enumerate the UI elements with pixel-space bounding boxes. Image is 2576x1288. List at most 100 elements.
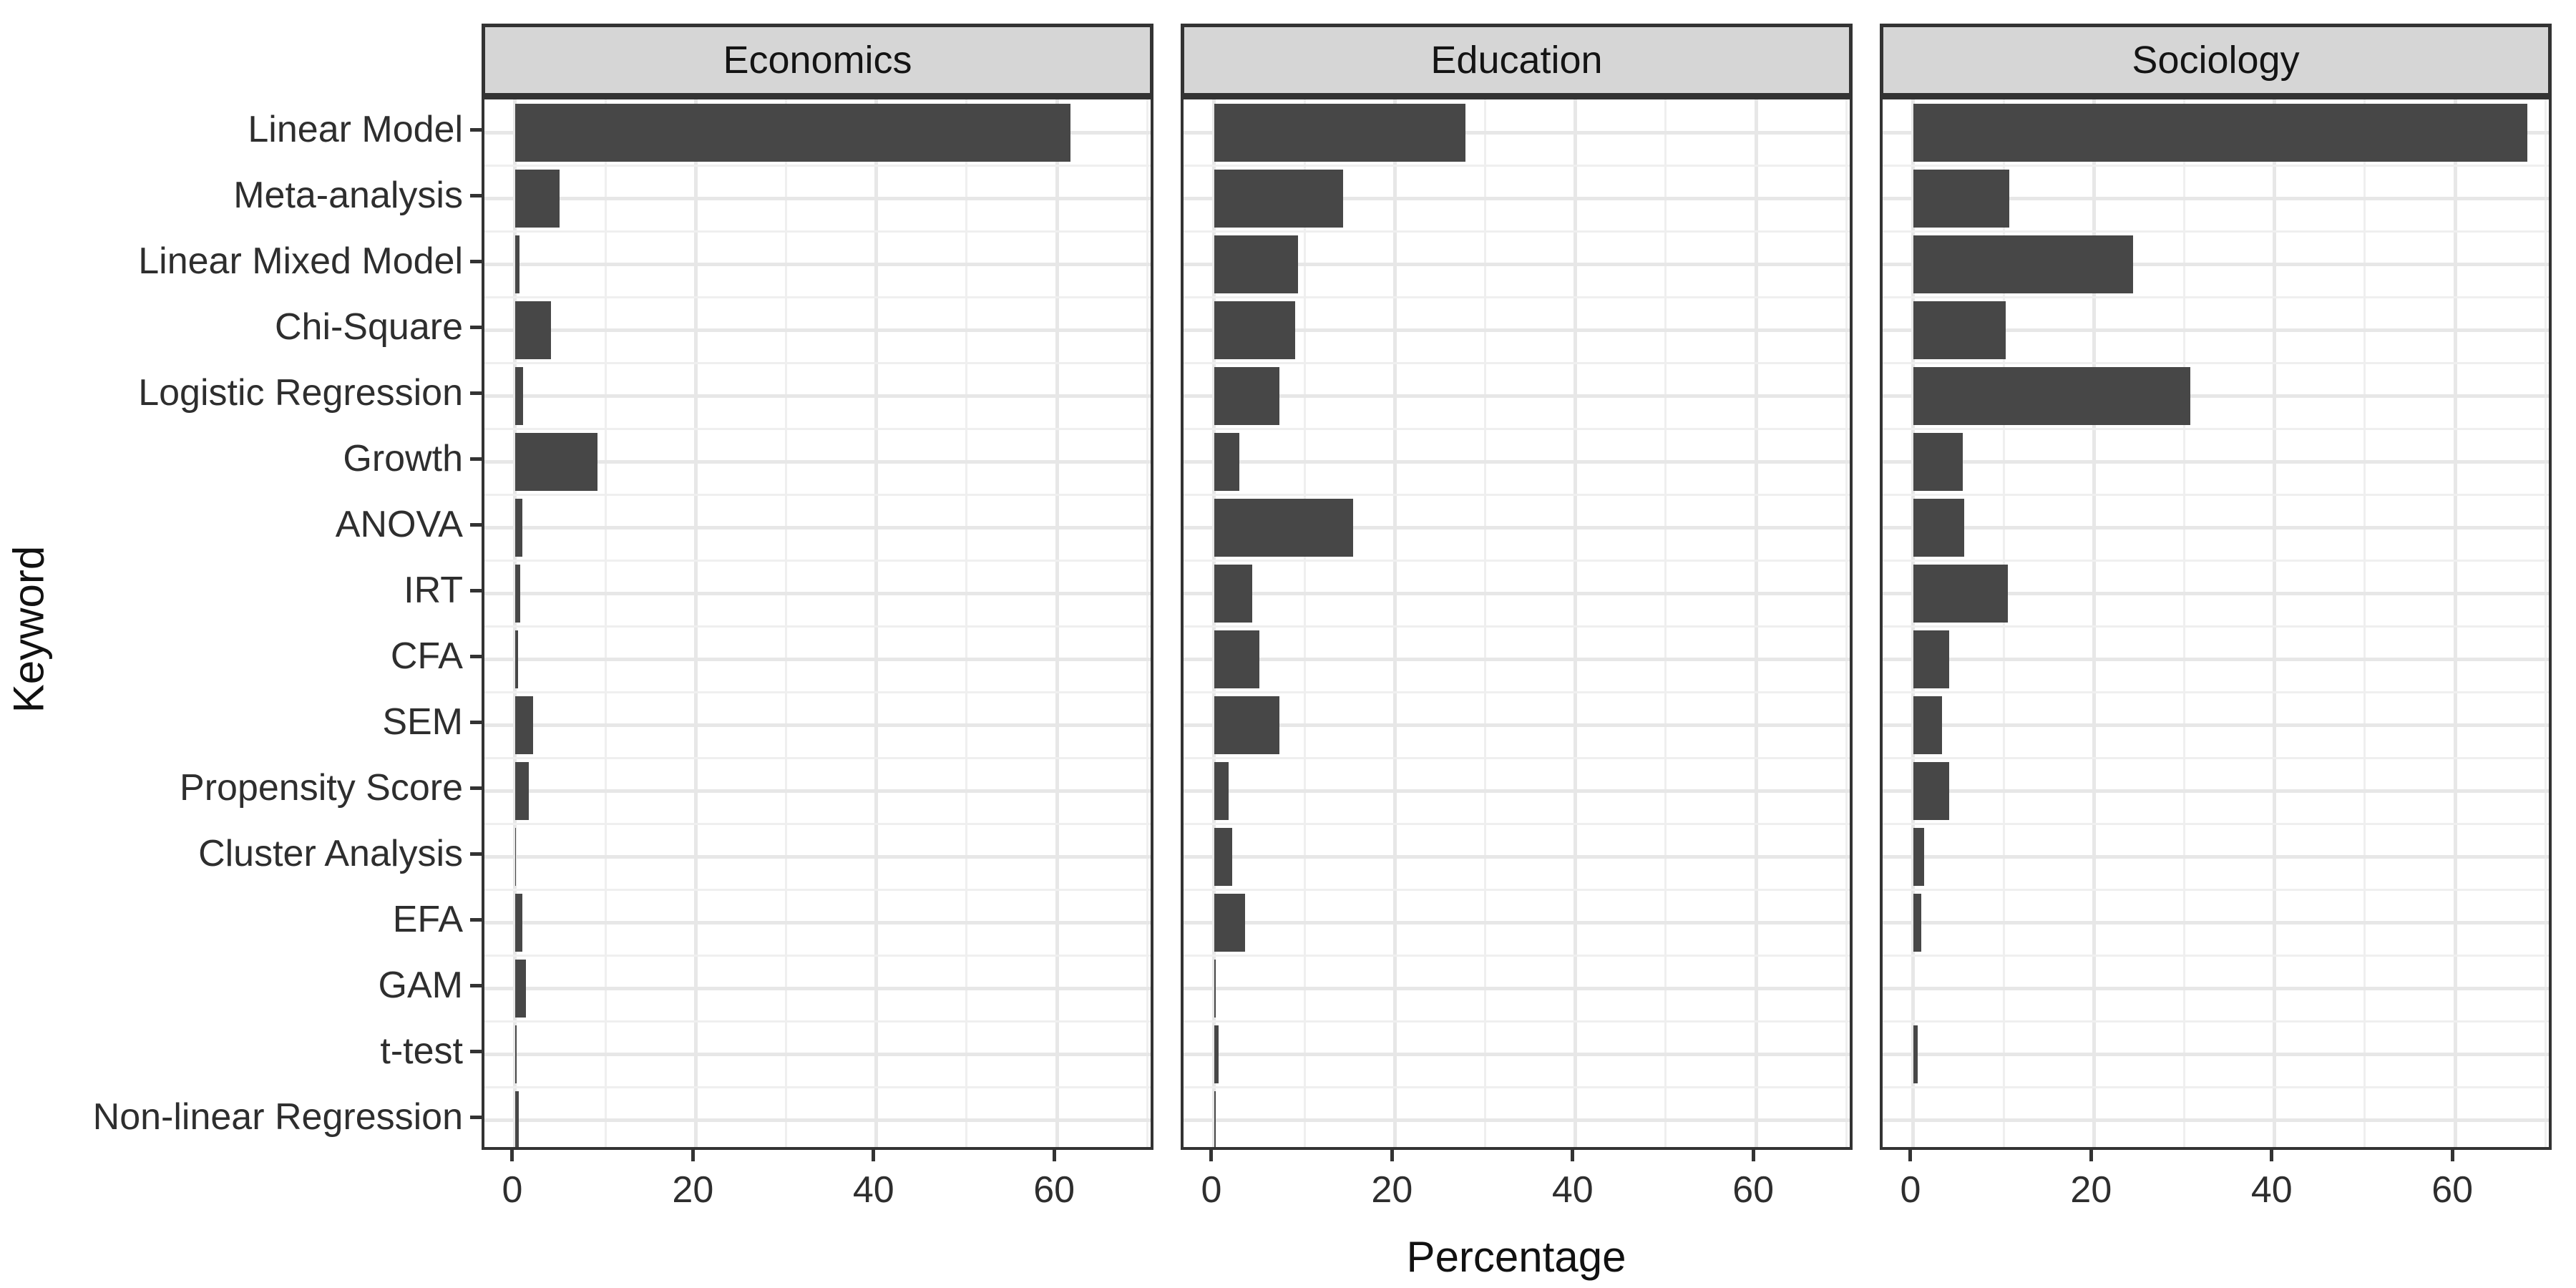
gridline-minor-v xyxy=(1845,99,1848,1147)
gridline-minor-h xyxy=(1184,1085,1850,1088)
gridline-major-h xyxy=(1184,459,1850,464)
bar-meta-analysis xyxy=(514,169,560,228)
gridline-major-v xyxy=(1754,99,1758,1147)
gridline-major-h xyxy=(1184,986,1850,990)
bar-t-test xyxy=(1913,1025,1918,1083)
y-axis-tick xyxy=(470,1049,482,1053)
bar-irt xyxy=(1214,564,1252,623)
bar-anova xyxy=(1913,498,1964,557)
gridline-minor-h xyxy=(1883,1020,2549,1023)
gridline-major-h xyxy=(1184,196,1850,200)
x-axis-tick xyxy=(1209,1150,1214,1161)
y-axis-tick xyxy=(470,457,482,461)
x-axis-tick xyxy=(872,1150,876,1161)
y-axis-tick xyxy=(470,325,482,329)
bar-propensity-score xyxy=(514,761,529,820)
gridline-major-h xyxy=(1184,854,1850,859)
gridline-major-h xyxy=(484,1118,1151,1122)
bar-efa xyxy=(1214,893,1245,952)
y-axis-tick-label: Cluster Analysis xyxy=(198,833,463,874)
gridline-major-h xyxy=(484,196,1151,200)
gridline-minor-h xyxy=(484,888,1151,891)
gridline-major-h xyxy=(484,328,1151,332)
x-axis-tick-label: 20 xyxy=(1371,1169,1413,1211)
gridline-major-h xyxy=(484,986,1151,990)
gridline-major-h xyxy=(1184,657,1850,661)
gridline-minor-h xyxy=(1184,361,1850,364)
x-axis-tick xyxy=(2270,1150,2274,1161)
y-axis-tick-label: CFA xyxy=(390,635,463,677)
gridline-minor-h xyxy=(1883,493,2549,496)
gridline-minor-h xyxy=(1184,691,1850,693)
x-axis-tick-label: 0 xyxy=(1900,1169,1921,1211)
facet-strip-label: Economics xyxy=(723,39,912,82)
gridline-minor-h xyxy=(1883,1085,2549,1088)
bar-efa xyxy=(1913,893,1922,952)
bar-sem xyxy=(1913,696,1943,754)
gridline-minor-h xyxy=(484,691,1151,693)
facet-strip: Education xyxy=(1181,24,1853,97)
y-axis-tick xyxy=(470,720,482,724)
bar-propensity-score xyxy=(1214,761,1229,820)
gridline-major-h xyxy=(484,459,1151,464)
gridline-major-h xyxy=(1883,1052,2549,1056)
gridline-minor-h xyxy=(484,427,1151,430)
gridline-major-h xyxy=(1883,854,2549,859)
gridline-minor-v xyxy=(2363,99,2366,1147)
bar-cluster-analysis xyxy=(1214,827,1233,886)
gridline-major-v xyxy=(874,99,879,1147)
x-axis-tick-label: 20 xyxy=(2070,1169,2112,1211)
gridline-major-h xyxy=(1883,525,2549,530)
y-axis-tick-label: Meta-analysis xyxy=(233,175,463,216)
gridline-minor-v xyxy=(1664,99,1667,1147)
gridline-minor-h xyxy=(1883,296,2549,298)
y-axis-tick-label: IRT xyxy=(404,570,463,611)
bar-t-test xyxy=(514,1025,517,1083)
gridline-minor-h xyxy=(1184,822,1850,825)
gridline-major-v xyxy=(1574,99,1578,1147)
bar-non-linear-regression xyxy=(514,1091,519,1147)
bar-non-linear-regression xyxy=(1214,1091,1216,1147)
gridline-major-h xyxy=(1184,723,1850,727)
bar-cluster-analysis xyxy=(1913,827,1925,886)
gridline-minor-h xyxy=(484,361,1151,364)
y-axis-tick-label: Growth xyxy=(343,438,463,479)
gridline-major-h xyxy=(484,657,1151,661)
gridline-major-h xyxy=(1883,723,2549,727)
gridline-minor-h xyxy=(1883,822,2549,825)
y-axis-tick xyxy=(470,917,482,922)
gridline-minor-h xyxy=(1184,954,1850,957)
bar-efa xyxy=(514,893,522,952)
y-axis-tick-label: GAM xyxy=(378,965,463,1006)
gridline-minor-h xyxy=(1184,230,1850,233)
bar-cfa xyxy=(1913,630,1950,688)
bar-meta-analysis xyxy=(1913,169,2009,228)
gridline-minor-h xyxy=(484,296,1151,298)
gridline-major-v xyxy=(1911,99,1916,1147)
bar-logistic-regression xyxy=(1214,366,1279,425)
gridline-minor-h xyxy=(1883,230,2549,233)
x-axis-tick-label: 20 xyxy=(672,1169,714,1211)
gridline-major-h xyxy=(1184,591,1850,595)
gridline-minor-h xyxy=(484,1020,1151,1023)
facet-panel-economics xyxy=(482,97,1153,1150)
bar-anova xyxy=(514,498,522,557)
gridline-minor-h xyxy=(484,1085,1151,1088)
gridline-minor-h xyxy=(1184,1020,1850,1023)
bar-t-test xyxy=(1214,1025,1219,1083)
x-axis-tick-label: 40 xyxy=(2250,1169,2293,1211)
y-axis-tick xyxy=(470,786,482,790)
gridline-minor-v xyxy=(1484,99,1487,1147)
y-axis-tick xyxy=(470,522,482,527)
gridline-minor-h xyxy=(1184,888,1850,891)
x-axis-tick xyxy=(2089,1150,2093,1161)
x-axis-tick-label: 60 xyxy=(2431,1169,2474,1211)
gridline-major-h xyxy=(484,920,1151,924)
bar-anova xyxy=(1214,498,1354,557)
y-axis-tick-label: Non-linear Regression xyxy=(92,1096,463,1138)
gridline-minor-h xyxy=(1883,691,2549,693)
gridline-minor-h xyxy=(484,954,1151,957)
gridline-minor-h xyxy=(1883,756,2549,759)
bar-linear-mixed-model xyxy=(514,235,520,293)
